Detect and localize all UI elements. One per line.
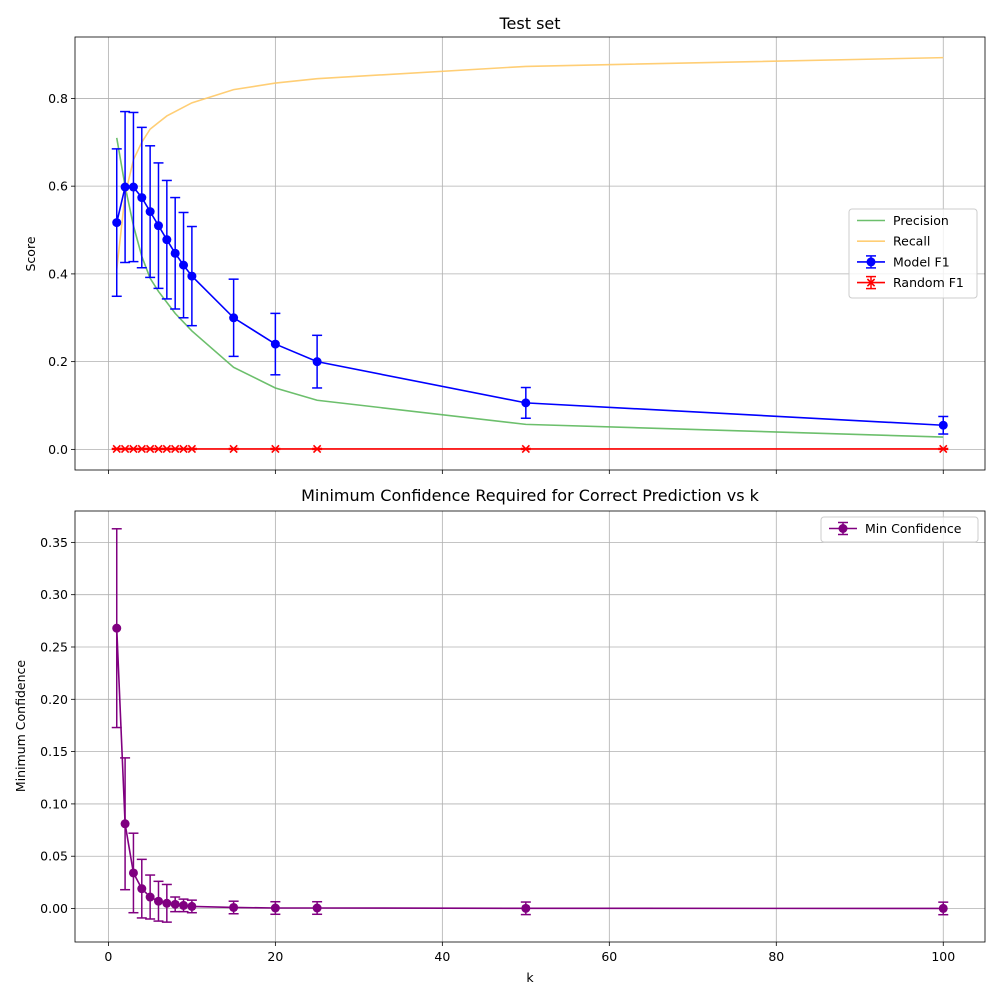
p1-x-tick-label: 40 — [434, 949, 450, 964]
top-axes-frame — [74, 36, 986, 471]
p0-random-f1-point — [154, 444, 163, 454]
p1-x-tick-label: 80 — [768, 949, 784, 964]
p1-min-confidence-point — [312, 903, 322, 913]
p0-random-f1-point — [939, 444, 948, 454]
p0-random-f1-point — [162, 444, 172, 454]
bottom-ylabel: Minimum Confidence — [13, 660, 28, 792]
p0-random-f1-point — [179, 444, 188, 454]
p0-random-f1-point — [187, 444, 197, 454]
p1-min-confidence-point — [128, 868, 138, 878]
p1-min-confidence-point — [145, 892, 155, 902]
p0-random-f1-legend-marker — [866, 278, 876, 287]
p0-model-f1-legend-label: Model F1 — [893, 254, 950, 269]
p1-min-confidence-legend-label: Min Confidence — [865, 521, 962, 536]
bottom-ticks: 0 20 40 60 80 100 0.00 0.05 0.10 0.15 0.20 0.25 0.30… — [40, 535, 955, 964]
p0-random-f1-legend-label: Random F1 — [893, 275, 964, 290]
p0-model-f1-point — [179, 260, 189, 270]
p0-random-f1-point — [129, 444, 138, 454]
p0-model-f1-point — [187, 271, 197, 281]
top-title: Test set — [498, 14, 560, 33]
p0-model-f1-point — [170, 248, 180, 258]
p0-y-tick-label: 0.6 — [48, 179, 68, 194]
bottom-axes-frame — [74, 510, 986, 943]
p1-y-tick-label: 0.00 — [40, 901, 68, 916]
bottom-xlabel: k — [526, 970, 534, 985]
p0-y-tick-label: 0.0 — [48, 442, 68, 457]
bottom-marks — [111, 528, 949, 923]
p0-random-f1-point — [145, 444, 155, 454]
p0-recall-legend-label: Recall — [893, 234, 930, 249]
p1-min-confidence-point — [137, 884, 147, 894]
p1-x-tick-label: 60 — [601, 949, 617, 964]
bottom-legend: Min Confidence — [820, 516, 979, 543]
p1-y-tick-label: 0.35 — [40, 535, 68, 550]
p0-legend-frame — [848, 208, 978, 299]
p1-y-tick-label: 0.10 — [40, 796, 68, 811]
p1-x-tick-label: 0 — [104, 949, 112, 964]
p1-min-confidence-point — [521, 903, 531, 913]
p1-min-confidence-legend-marker — [838, 524, 848, 533]
p0-random-f1-point — [521, 444, 530, 454]
p0-model-f1-point — [145, 207, 155, 217]
p0-model-f1-legend-marker — [866, 257, 876, 267]
top-ticks: 0.0 0.2 0.4 0.6 0.8 — [48, 91, 944, 474]
p1-y-tick-label: 0.25 — [40, 639, 68, 654]
p0-random-f1-point — [112, 444, 121, 454]
p1-x-tick-label: 100 — [931, 949, 955, 964]
p1-y-tick-label: 0.30 — [40, 587, 68, 602]
p1-x-tick-label: 20 — [267, 949, 283, 964]
p0-precision-line — [115, 137, 944, 438]
top-subplot: Test set Score 0.0 0.2 0.4 0.6 0.8 Precision… — [23, 14, 986, 474]
p0-random-f1-point — [171, 444, 180, 454]
p1-min-confidence-point — [938, 903, 948, 913]
p1-min-confidence-point — [162, 898, 172, 908]
p0-y-tick-label: 0.2 — [48, 354, 68, 369]
p1-min-confidence-point — [229, 902, 239, 912]
p1-y-tick-label: 0.05 — [40, 849, 68, 864]
p1-min-confidence-point — [112, 623, 122, 633]
p0-model-f1-point — [938, 420, 948, 430]
p1-min-confidence-point — [179, 900, 189, 910]
p1-legend-frame — [820, 516, 979, 543]
p1-min-confidence-point — [187, 901, 197, 911]
p0-model-f1-point — [521, 398, 531, 408]
p0-random-f1-point — [137, 444, 146, 454]
p0-model-f1-point — [120, 182, 130, 192]
p1-min-confidence-point — [120, 819, 130, 829]
p1-min-confidence-point — [170, 899, 180, 909]
top-marks — [111, 56, 949, 454]
p0-model-f1-point — [153, 221, 163, 231]
p0-y-tick-label: 0.4 — [48, 266, 68, 281]
p0-model-f1-point — [270, 339, 280, 349]
p0-random-f1-point — [120, 444, 130, 454]
p0-model-f1-point — [312, 357, 322, 367]
p0-precision-legend-label: Precision — [893, 213, 949, 228]
p0-random-f1-point — [312, 444, 322, 454]
p1-min-confidence-point — [153, 896, 163, 906]
bottom-title: Minimum Confidence Required for Correct … — [301, 486, 760, 505]
top-ylabel: Score — [23, 236, 38, 271]
p0-model-f1-point — [112, 218, 122, 228]
p0-random-f1-point — [271, 444, 280, 454]
bottom-subplot: Minimum Confidence Required for Correct … — [13, 486, 986, 985]
p1-y-tick-label: 0.15 — [40, 744, 68, 759]
p0-model-f1-point — [229, 313, 239, 323]
p0-model-f1-point — [162, 235, 172, 245]
p0-model-f1-point — [128, 182, 138, 192]
p0-y-tick-label: 0.8 — [48, 91, 68, 106]
top-legend: Precision Recall Model F1 Random F1 — [848, 208, 978, 299]
p0-recall-line — [115, 56, 944, 270]
p0-model-f1-point — [137, 193, 147, 203]
p0-random-f1-point — [229, 444, 238, 454]
p1-y-tick-label: 0.20 — [40, 692, 68, 707]
p1-min-confidence-point — [270, 903, 280, 913]
